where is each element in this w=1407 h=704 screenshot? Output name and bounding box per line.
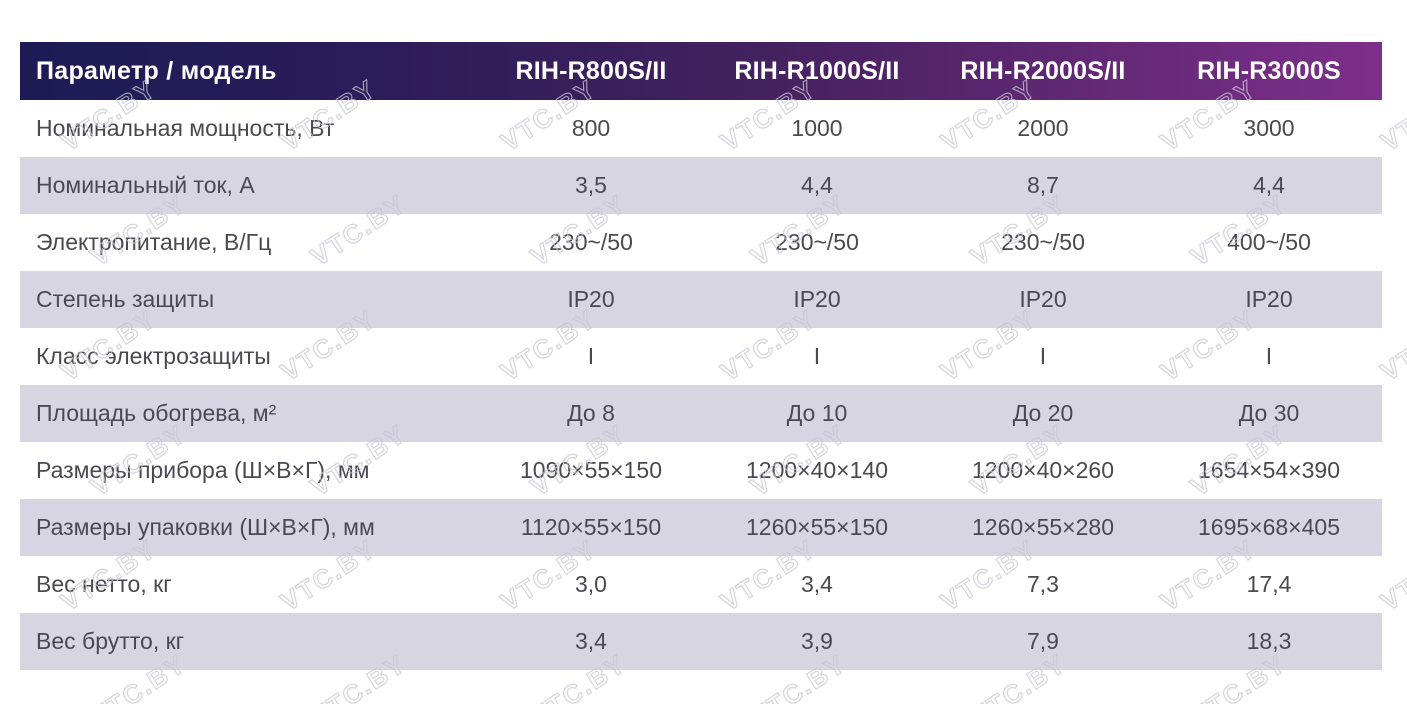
param-cell: Размеры прибора (Ш×В×Г), мм [36,457,370,483]
value-cell: 1200×40×140 [746,457,888,483]
column-header-model: RIH-R800S/II [515,56,667,85]
param-cell: Вес нетто, кг [36,571,172,597]
value-cell: 17,4 [1246,571,1292,597]
value-cell: 800 [571,115,611,141]
value-cell: I [587,343,595,369]
value-cell: 3,0 [575,571,607,597]
table-row: Номинальная мощность, Вт 800 1000 2000 3000 [20,100,1382,157]
value-cell: IP20 [1019,286,1067,312]
spec-table: Параметр / модель RIH-R800S/II RIH-R1000S/… [20,42,1382,670]
param-cell: Номинальный ток, А [36,172,255,198]
param-cell: Степень защиты [36,286,215,312]
value-cell: 3,9 [801,628,833,654]
value-cell: 1120×55×150 [520,514,662,540]
param-cell: Площадь обогрева, м² [36,400,277,426]
value-cell: 1695×68×405 [1198,514,1340,540]
value-cell: 3,4 [801,571,833,597]
value-cell: I [813,343,821,369]
param-cell: Класс электрозащиты [36,343,271,369]
value-cell: 4,4 [1253,172,1285,198]
table-body: Номинальная мощность, Вт 800 1000 2000 3000 Н… [20,100,1382,670]
value-cell: 18,3 [1246,628,1292,654]
param-cell: Номинальная мощность, Вт [36,115,335,141]
column-header-param: Параметр / модель [36,56,277,85]
column-header-model: RIH-R1000S/II [734,56,900,85]
value-cell: До 20 [1012,400,1074,426]
table-row: Номинальный ток, А 3,5 4,4 8,7 4,4 [20,157,1382,214]
column-header-model: RIH-R2000S/II [960,56,1126,85]
value-cell: До 10 [786,400,848,426]
value-cell: 3,5 [575,172,607,198]
param-cell: Вес брутто, кг [36,628,185,654]
value-cell: I [1039,343,1047,369]
value-cell: 4,4 [801,172,833,198]
value-cell: 1000 [791,115,843,141]
value-cell: 1200×40×260 [972,457,1114,483]
table-row: Класс электрозащиты I I I I [20,328,1382,385]
table-row: Электропитание, В/Гц 230~/50 230~/50 230~/5… [20,214,1382,271]
value-cell: 1654×54×390 [1198,457,1340,483]
param-cell: Электропитание, В/Гц [36,229,272,255]
value-cell: 1260×55×280 [972,514,1114,540]
value-cell: 3,4 [575,628,607,654]
value-cell: IP20 [1245,286,1293,312]
param-cell: Размеры упаковки (Ш×В×Г), мм [36,514,375,540]
value-cell: 3000 [1243,115,1295,141]
table-header-row: Параметр / модель RIH-R800S/II RIH-R1000S/… [20,42,1382,100]
value-cell: I [1265,343,1273,369]
value-cell: IP20 [793,286,841,312]
value-cell: 230~/50 [549,229,633,255]
table-row: Вес нетто, кг 3,0 3,4 7,3 17,4 [20,556,1382,613]
value-cell: 400~/50 [1227,229,1311,255]
value-cell: 8,7 [1027,172,1059,198]
value-cell: До 8 [567,400,615,426]
value-cell: IP20 [567,286,615,312]
value-cell: До 30 [1238,400,1300,426]
table-row: Площадь обогрева, м² До 8 До 10 До 20 До 30 [20,385,1382,442]
table-row: Размеры прибора (Ш×В×Г), мм 1090×55×150 12… [20,442,1382,499]
value-cell: 7,9 [1027,628,1059,654]
value-cell: 2000 [1017,115,1069,141]
table-row: Вес брутто, кг 3,4 3,9 7,9 18,3 [20,613,1382,670]
value-cell: 7,3 [1027,571,1059,597]
table-row: Размеры упаковки (Ш×В×Г), мм 1120×55×150 1… [20,499,1382,556]
value-cell: 1090×55×150 [520,457,662,483]
value-cell: 230~/50 [1001,229,1085,255]
value-cell: 230~/50 [775,229,859,255]
column-header-model: RIH-R3000S [1197,56,1341,85]
table-row: Степень защиты IP20 IP20 IP20 IP20 [20,271,1382,328]
value-cell: 1260×55×150 [746,514,888,540]
